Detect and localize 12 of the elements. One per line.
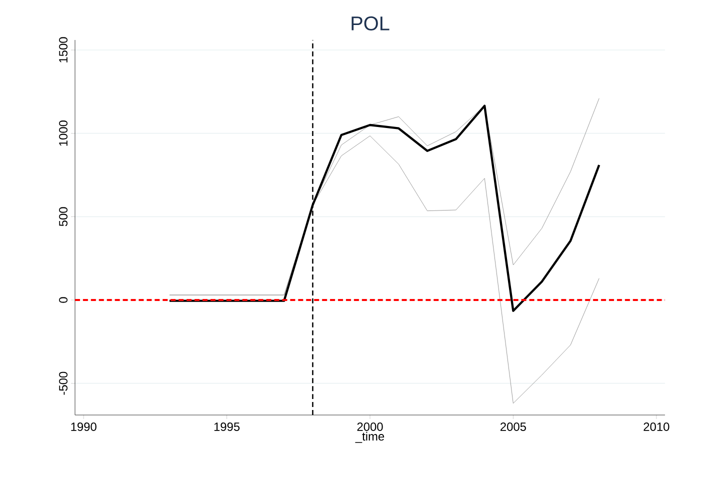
y-tick-label: 1500 — [59, 37, 68, 62]
y-tick-label: 1000 — [59, 120, 68, 146]
chart-title: POL — [352, 16, 390, 30]
x-tick-label: 2000 — [357, 422, 383, 431]
y-tick-label: 500 — [59, 207, 68, 226]
y-tick-label: 0 — [59, 297, 68, 303]
y-tick-label: -500 — [59, 372, 68, 395]
x-axis-title: _time — [355, 432, 384, 443]
x-tick-label: 1990 — [71, 422, 96, 431]
x-tick-label: 1995 — [214, 422, 240, 431]
x-tick-label: 2005 — [500, 422, 526, 431]
x-tick-label: 2010 — [644, 422, 670, 431]
